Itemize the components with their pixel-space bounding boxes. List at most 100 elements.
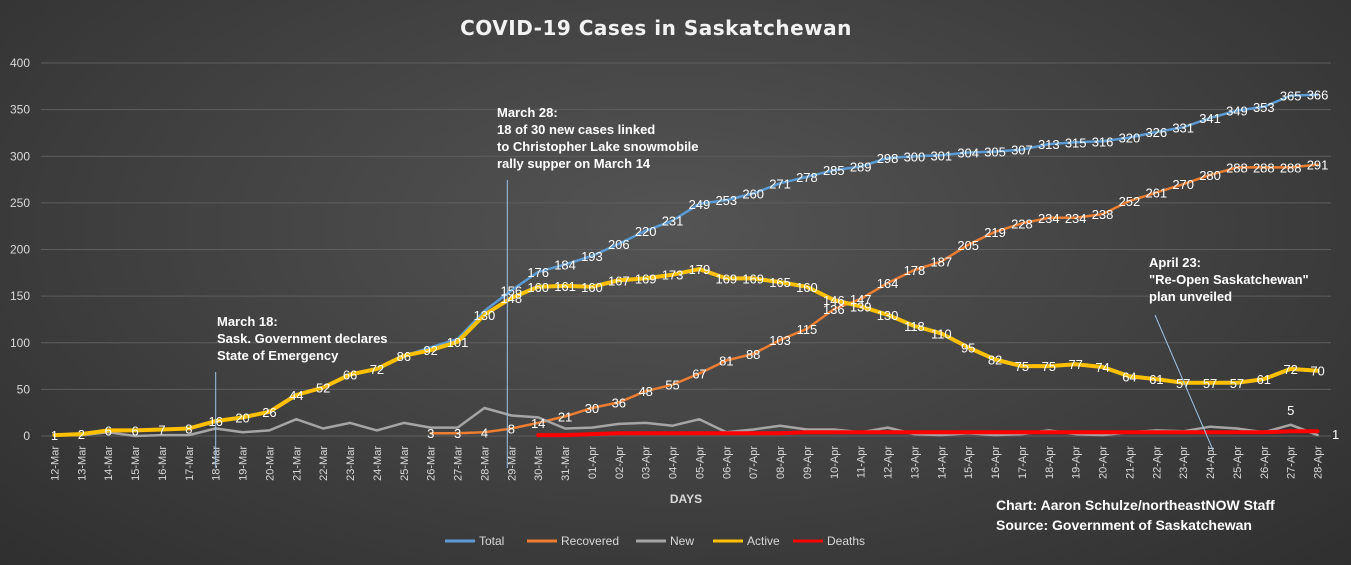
data-label-active: 1 — [51, 428, 58, 443]
y-tick-label: 300 — [10, 149, 30, 163]
data-label-recovered: 228 — [1011, 216, 1033, 231]
data-label-active: 161 — [554, 279, 576, 294]
credit-line: Chart: Aaron Schulze/northeastNOW Staff — [996, 497, 1275, 513]
x-tick-label: 19-Mar — [238, 446, 250, 481]
data-label-total: 156 — [500, 284, 522, 299]
x-tick-label: 18-Mar — [211, 446, 223, 481]
data-label-total: 301 — [930, 148, 952, 163]
data-label-total: 285 — [823, 163, 845, 178]
data-label-active: 6 — [131, 423, 138, 438]
x-tick-label: 26-Apr — [1259, 446, 1271, 479]
data-label-total: 206 — [608, 237, 630, 252]
data-label-total: 349 — [1226, 104, 1248, 119]
series-line-deaths — [536, 429, 1320, 438]
data-label-active: 148 — [500, 291, 522, 306]
data-label-active: 95 — [961, 340, 975, 355]
data-label-total: 289 — [850, 160, 872, 175]
x-tick-label: 12-Apr — [883, 446, 895, 479]
x-tick-label: 25-Apr — [1232, 446, 1244, 479]
legend-label-new: New — [670, 534, 694, 548]
data-label-total: 320 — [1119, 131, 1141, 146]
y-tick-label: 200 — [10, 243, 30, 257]
data-label-recovered: 291 — [1307, 158, 1329, 173]
annotation-pointer — [1154, 314, 1214, 451]
x-tick-label: 14-Apr — [936, 446, 948, 479]
x-tick-label: 27-Mar — [453, 446, 465, 481]
legend-label-recovered: Recovered — [561, 534, 619, 548]
x-tick-label: 20-Mar — [264, 446, 276, 481]
credits: Chart: Aaron Schulze/northeastNOW Staff S… — [996, 497, 1275, 533]
data-label-recovered: 30 — [585, 401, 599, 416]
data-label-recovered: 67 — [692, 367, 706, 382]
data-label-active: 146 — [823, 293, 845, 308]
x-tick-label: 30-Mar — [533, 446, 545, 481]
data-label-active: 130 — [877, 308, 899, 323]
x-tick-label: 16-Mar — [157, 446, 169, 481]
x-tick-label: 04-Apr — [668, 446, 680, 479]
x-tick-label: 19-Apr — [1071, 446, 1083, 479]
x-tick-label: 20-Apr — [1098, 446, 1110, 479]
data-label-recovered: 219 — [984, 225, 1006, 240]
x-tick-label: 24-Apr — [1205, 446, 1217, 479]
data-label-active: 139 — [850, 299, 872, 314]
data-label-active: 20 — [235, 410, 249, 425]
x-tick-label: 14-Mar — [103, 446, 115, 481]
data-label-active: 92 — [423, 343, 437, 358]
data-label-active: 57 — [1230, 376, 1244, 391]
annotations: March 18: Sask. Government declares State … — [215, 105, 1309, 468]
data-label-total: 193 — [581, 249, 603, 264]
data-label-active: 169 — [715, 271, 737, 286]
data-label-total: 316 — [1092, 134, 1114, 149]
data-label-recovered: 48 — [638, 384, 652, 399]
data-label-recovered: 115 — [797, 322, 818, 337]
data-label-recovered: 164 — [877, 276, 899, 291]
data-label-total: 278 — [796, 170, 818, 185]
data-label-total: 231 — [662, 214, 684, 229]
data-label-active: 160 — [527, 280, 549, 295]
data-label-total: 253 — [715, 193, 737, 208]
x-tick-label: 13-Apr — [909, 446, 921, 479]
data-label-recovered: 147 — [850, 292, 872, 307]
credit-line: Source: Government of Saskatchewan — [996, 517, 1252, 533]
data-label-active: 26 — [262, 405, 276, 420]
data-label-active: 57 — [1203, 376, 1217, 391]
x-tick-label: 05-Apr — [694, 446, 706, 479]
data-label-recovered: 21 — [558, 409, 572, 424]
x-tick-label: 18-Apr — [1044, 446, 1056, 479]
x-tick-label: 25-Mar — [399, 446, 411, 481]
y-tick-label: 0 — [23, 429, 30, 443]
data-label-active: 169 — [742, 271, 764, 286]
data-label-total: 176 — [527, 265, 549, 280]
data-label-recovered: 187 — [930, 255, 952, 270]
data-label-recovered: 178 — [904, 263, 926, 278]
data-label-active: 6 — [105, 423, 112, 438]
data-label-active: 118 — [904, 319, 925, 334]
data-label-active: 165 — [769, 275, 791, 290]
data-label-active: 2 — [78, 427, 85, 442]
data-label-active: 61 — [1149, 372, 1163, 387]
data-label-total: 326 — [1145, 125, 1167, 140]
data-label-total: 353 — [1253, 100, 1275, 115]
series-line-active — [52, 267, 1320, 438]
data-label-active: 75 — [1015, 359, 1029, 374]
data-label-active: 130 — [474, 308, 496, 323]
x-tick-label: 24-Mar — [372, 446, 384, 481]
x-tick-label: 31-Mar — [560, 446, 572, 481]
data-label-total: 315 — [1065, 135, 1087, 150]
x-tick-label: 03-Apr — [641, 446, 653, 479]
y-tick-label: 400 — [10, 56, 30, 70]
data-label-recovered: 238 — [1092, 207, 1114, 222]
data-label-total: 366 — [1307, 88, 1329, 103]
annotation-text: March 28: 18 of 30 new cases linked to Chr… — [497, 105, 699, 171]
x-tick-label: 27-Apr — [1286, 446, 1298, 479]
data-label-total: 365 — [1280, 89, 1302, 104]
series-line-recovered — [429, 163, 1319, 435]
data-label-recovered: 136 — [823, 302, 845, 317]
legend-label-total: Total — [479, 534, 504, 548]
chart-title: COVID-19 Cases in Saskatchewan — [460, 16, 852, 40]
data-label-recovered: 234 — [1065, 211, 1087, 226]
x-tick-label: 06-Apr — [721, 446, 733, 479]
x-tick-label: 08-Apr — [775, 446, 787, 479]
data-label-new: 5 — [1287, 403, 1294, 418]
